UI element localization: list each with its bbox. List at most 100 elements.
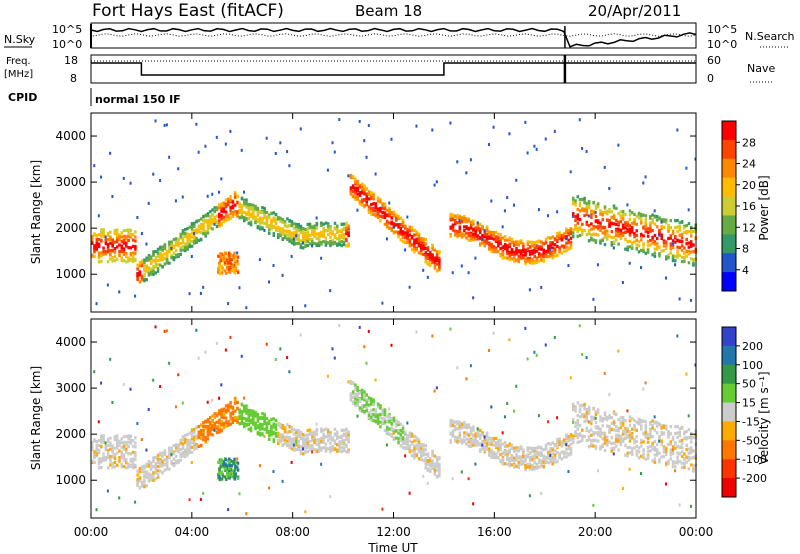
power-echo-cell — [290, 238, 294, 243]
power-echo-cell — [333, 235, 337, 240]
power-echo-cell — [576, 226, 580, 230]
velocity-echo-cell — [556, 444, 559, 448]
power-echo-cell — [508, 250, 511, 255]
velocity-echo-cell — [286, 356, 289, 360]
velocity-echo-cell — [186, 447, 189, 451]
velocity-echo-cell — [424, 452, 428, 457]
velocity-echo-cell — [456, 436, 459, 440]
velocity-echo-cell — [599, 415, 602, 419]
power-echo-cell — [612, 216, 616, 221]
power-echo-cell — [687, 249, 691, 253]
velocity-echo-cell — [438, 464, 441, 469]
velocity-echo-cell — [122, 456, 126, 460]
velocity-echo-cell — [560, 443, 564, 448]
velocity-echo-cell — [370, 413, 373, 417]
velocity-echo-cell — [265, 421, 269, 425]
power-echo-cell — [351, 194, 355, 199]
power-echo-cell — [247, 211, 251, 215]
power-echo-cell — [490, 247, 493, 251]
power-echo-cell — [669, 243, 673, 247]
power-echo-cell — [227, 251, 231, 255]
power-echo-cell — [497, 234, 500, 239]
velocity-echo-cell — [603, 413, 607, 417]
velocity-echo-cell — [286, 423, 289, 427]
power-echo-cell — [125, 260, 128, 264]
velocity-echo-cell — [195, 442, 198, 447]
power-echo-cell — [404, 240, 407, 245]
power-echo-cell — [463, 225, 466, 229]
power-echo-cell — [619, 228, 623, 232]
power-echo-cell — [274, 213, 278, 217]
velocity-echo-cell — [340, 439, 344, 443]
power-echo-cell — [290, 254, 293, 258]
power-echo-cell — [204, 232, 207, 236]
power-echo-cell — [615, 231, 618, 236]
velocity-echo-cell — [583, 405, 586, 409]
velocity-echo-cell — [288, 445, 291, 449]
power-echo-cell — [374, 214, 378, 218]
velocity-echo-cell — [338, 441, 341, 445]
velocity-echo-cell — [599, 434, 602, 438]
power-echo-cell — [113, 254, 117, 259]
power-echo-cell — [370, 191, 373, 195]
velocity-echo-cell — [215, 412, 219, 416]
velocity-echo-cell — [540, 464, 543, 468]
power-echo-cell — [676, 252, 679, 256]
power-echo-cell — [279, 219, 282, 223]
velocity-echo-cell — [363, 394, 366, 398]
velocity-echo-cell — [306, 439, 310, 443]
power-echo-cell — [229, 211, 232, 216]
power-echo-cell — [93, 164, 96, 168]
power-echo-cell — [565, 249, 568, 253]
velocity-echo-cell — [97, 459, 101, 463]
velocity-echo-cell — [508, 459, 511, 463]
power-echo-cell — [202, 222, 205, 226]
power-echo-cell — [100, 251, 103, 255]
velocity-echo-cell — [410, 434, 414, 438]
velocity-echo-cell — [247, 417, 251, 421]
power-echo-cell — [621, 226, 625, 230]
colorbar-tick-label: 24 — [742, 158, 756, 171]
velocity-echo-cell — [254, 412, 257, 416]
velocity-echo-cell — [134, 450, 137, 455]
velocity-echo-cell — [553, 335, 556, 339]
power-echo-cell — [186, 226, 189, 231]
power-echo-cell — [197, 218, 201, 223]
power-echo-cell — [512, 243, 516, 247]
power-echo-cell — [97, 243, 101, 248]
power-echo-cell — [649, 216, 652, 220]
velocity-echo-cell — [372, 399, 375, 404]
velocity-echo-cell — [603, 435, 607, 439]
velocity-echo-cell — [404, 437, 407, 441]
power-echo-cell — [635, 214, 638, 218]
velocity-echo-cell — [537, 451, 541, 455]
power-echo-cell — [236, 213, 239, 217]
velocity-echo-cell — [320, 436, 323, 440]
velocity-echo-cell — [424, 462, 428, 466]
power-echo-cell — [615, 234, 618, 238]
power-echo-cell — [517, 254, 521, 258]
velocity-echo-cell — [145, 484, 148, 488]
power-echo-cell — [615, 218, 618, 223]
power-echo-cell — [651, 253, 654, 257]
velocity-echo-cell — [211, 424, 214, 428]
velocity-echo-cell — [422, 447, 425, 451]
velocity-echo-cell — [190, 432, 194, 437]
velocity-echo-cell — [215, 341, 218, 345]
velocity-echo-cell — [336, 436, 339, 440]
velocity-echo-cell — [283, 441, 287, 445]
velocity-echo-cell — [208, 426, 212, 431]
power-echo-cell — [630, 221, 634, 225]
power-echo-cell — [297, 226, 300, 230]
power-echo-cell — [365, 203, 369, 207]
velocity-echo-cell — [395, 422, 398, 427]
power-echo-cell — [186, 243, 189, 247]
velocity-echo-cell — [100, 381, 103, 385]
power-echo-cell — [113, 240, 117, 244]
velocity-echo-cell — [125, 450, 128, 454]
power-echo-cell — [506, 244, 509, 248]
velocity-echo-cell — [610, 449, 614, 453]
power-echo-cell — [583, 196, 586, 201]
velocity-echo-cell — [322, 439, 325, 443]
velocity-echo-cell — [181, 401, 184, 405]
